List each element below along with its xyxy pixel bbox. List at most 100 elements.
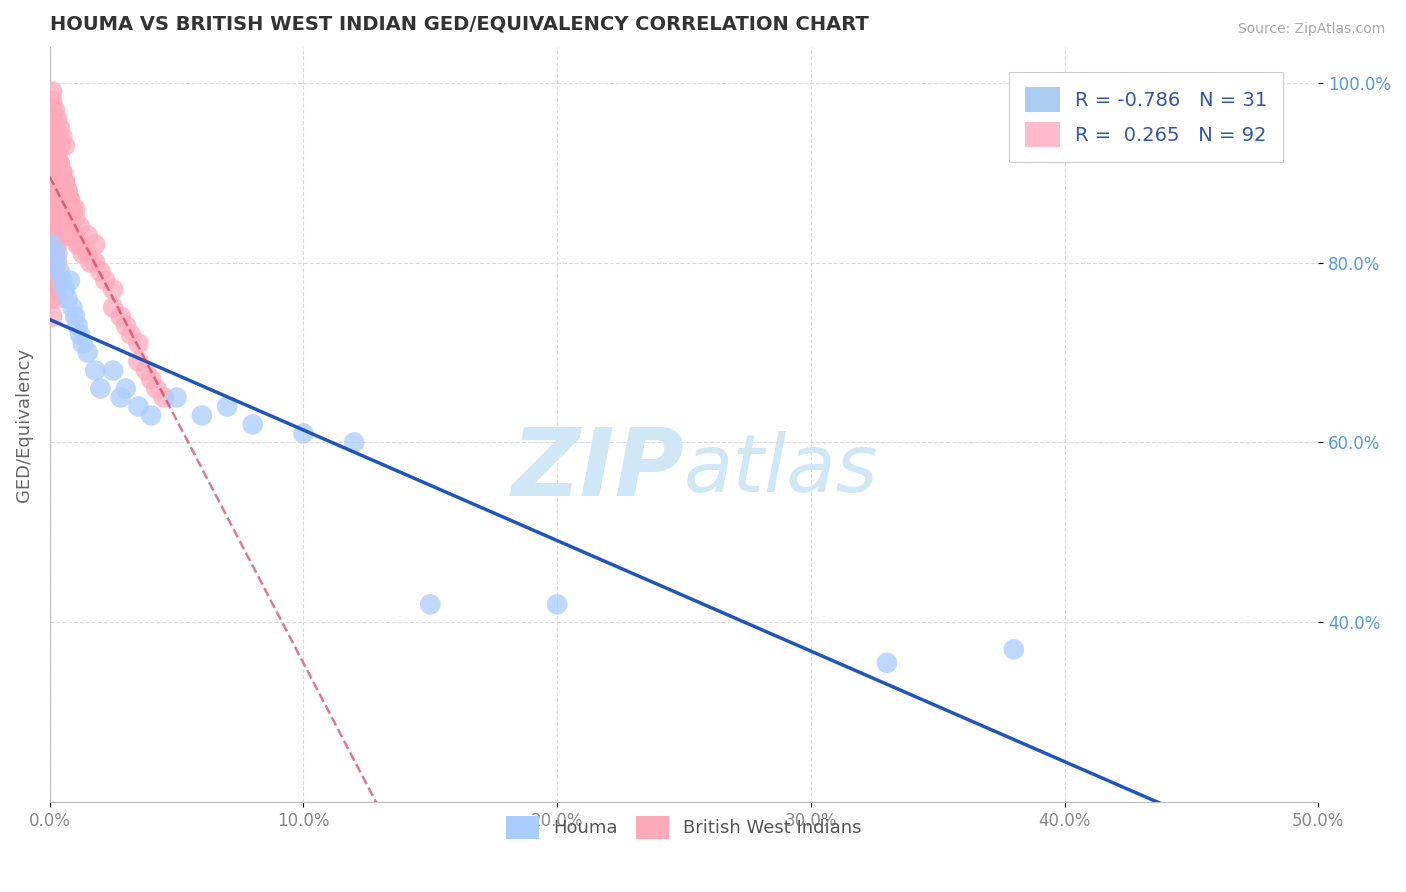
Point	[120, 327, 142, 342]
Point	[546, 598, 568, 612]
Point	[44, 175, 66, 189]
Point	[79, 255, 101, 269]
Point	[127, 336, 149, 351]
Point	[53, 193, 76, 207]
Point	[46, 129, 69, 144]
Point	[76, 345, 98, 359]
Point	[46, 219, 69, 234]
Point	[114, 318, 136, 333]
Point	[41, 219, 63, 234]
Point	[41, 202, 63, 216]
Point	[46, 246, 69, 260]
Point	[56, 202, 79, 216]
Point	[59, 211, 82, 225]
Point	[46, 237, 69, 252]
Point	[76, 246, 98, 260]
Point	[51, 165, 73, 179]
Point	[51, 219, 73, 234]
Point	[84, 255, 107, 269]
Point	[49, 175, 72, 189]
Text: HOUMA VS BRITISH WEST INDIAN GED/EQUIVALENCY CORRELATION CHART: HOUMA VS BRITISH WEST INDIAN GED/EQUIVAL…	[49, 15, 869, 34]
Point	[44, 193, 66, 207]
Point	[141, 372, 163, 386]
Point	[89, 264, 111, 278]
Point	[41, 112, 63, 126]
Point	[51, 184, 73, 198]
Point	[46, 255, 69, 269]
Point	[41, 103, 63, 117]
Point	[49, 138, 72, 153]
Point	[53, 175, 76, 189]
Point	[145, 382, 167, 396]
Point	[53, 175, 76, 189]
Point	[44, 228, 66, 243]
Point	[166, 391, 188, 405]
Point	[46, 202, 69, 216]
Point	[242, 417, 264, 432]
Point	[49, 156, 72, 170]
Point	[62, 301, 84, 315]
Point	[191, 409, 214, 423]
Point	[51, 165, 73, 179]
Point	[49, 193, 72, 207]
Point	[44, 283, 66, 297]
Point	[1002, 642, 1025, 657]
Point	[135, 363, 157, 377]
Point	[66, 318, 89, 333]
Point	[76, 228, 98, 243]
Point	[72, 336, 94, 351]
Point	[49, 211, 72, 225]
Point	[69, 237, 91, 252]
Point	[44, 264, 66, 278]
Point	[53, 283, 76, 297]
Point	[217, 400, 239, 414]
Y-axis label: GED/Equivalency: GED/Equivalency	[15, 347, 32, 501]
Point	[51, 202, 73, 216]
Point	[110, 391, 132, 405]
Point	[62, 202, 84, 216]
Point	[59, 193, 82, 207]
Point	[84, 237, 107, 252]
Point	[292, 426, 315, 441]
Point	[49, 120, 72, 135]
Point	[114, 382, 136, 396]
Point	[46, 112, 69, 126]
Point	[56, 184, 79, 198]
Point	[51, 274, 73, 288]
Point	[41, 120, 63, 135]
Point	[44, 156, 66, 170]
Text: ZIP: ZIP	[512, 424, 683, 516]
Point	[44, 103, 66, 117]
Point	[66, 237, 89, 252]
Point	[44, 211, 66, 225]
Point	[41, 165, 63, 179]
Text: atlas: atlas	[683, 431, 879, 508]
Point	[101, 301, 124, 315]
Point	[89, 382, 111, 396]
Point	[41, 292, 63, 306]
Point	[127, 400, 149, 414]
Text: Source: ZipAtlas.com: Source: ZipAtlas.com	[1237, 22, 1385, 37]
Point	[72, 246, 94, 260]
Point	[63, 211, 86, 225]
Point	[46, 274, 69, 288]
Point	[101, 283, 124, 297]
Point	[84, 363, 107, 377]
Point	[419, 598, 441, 612]
Point	[44, 138, 66, 153]
Point	[41, 237, 63, 252]
Point	[69, 219, 91, 234]
Point	[56, 184, 79, 198]
Point	[41, 129, 63, 144]
Point	[63, 202, 86, 216]
Point	[94, 274, 117, 288]
Point	[343, 435, 366, 450]
Point	[41, 147, 63, 161]
Point	[41, 85, 63, 99]
Point	[46, 184, 69, 198]
Point	[46, 165, 69, 179]
Point	[53, 211, 76, 225]
Point	[69, 327, 91, 342]
Point	[141, 409, 163, 423]
Point	[153, 391, 176, 405]
